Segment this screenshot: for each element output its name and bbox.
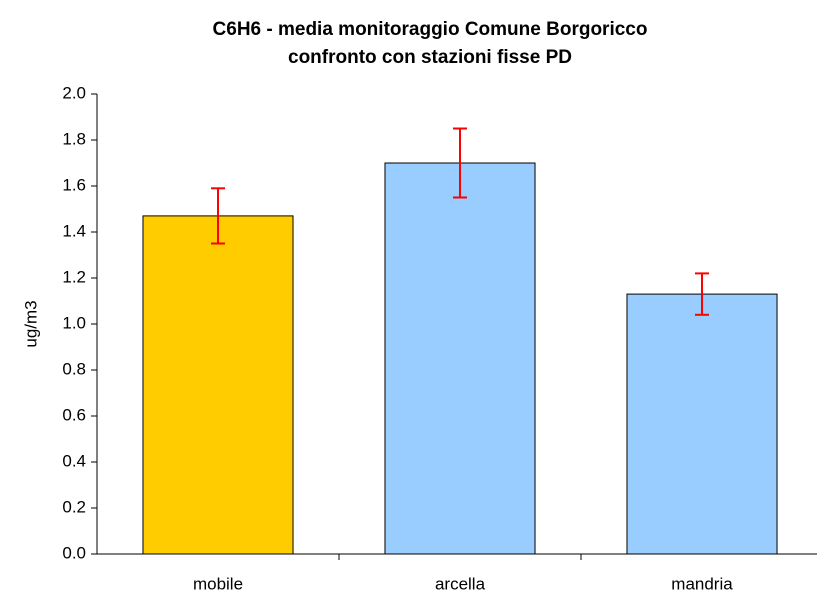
y-axis-label: ug/m3 <box>21 300 40 347</box>
y-tick-label: 0.6 <box>62 405 86 424</box>
bar <box>626 293 778 555</box>
y-tick-label: 1.2 <box>62 267 86 286</box>
x-tick-label: mandria <box>671 574 733 593</box>
bar <box>142 215 294 555</box>
y-tick-label: 2.0 <box>62 83 86 102</box>
y-tick-label: 1.0 <box>62 313 86 332</box>
chart-title: C6H6 - media monitoraggio Comune Borgori… <box>213 19 648 40</box>
y-tick-label: 1.4 <box>62 221 86 240</box>
y-tick-label: 1.8 <box>62 129 86 148</box>
x-tick-label: mobile <box>193 574 243 593</box>
y-tick-label: 1.6 <box>62 175 86 194</box>
chart-subtitle: confronto con stazioni fisse PD <box>288 47 572 68</box>
y-tick-label: 0.2 <box>62 497 86 516</box>
x-tick-label: arcella <box>435 574 486 593</box>
y-tick-label: 0.8 <box>62 359 86 378</box>
bar <box>384 162 536 555</box>
y-tick-label: 0.0 <box>62 543 86 562</box>
y-tick-label: 0.4 <box>62 451 86 470</box>
